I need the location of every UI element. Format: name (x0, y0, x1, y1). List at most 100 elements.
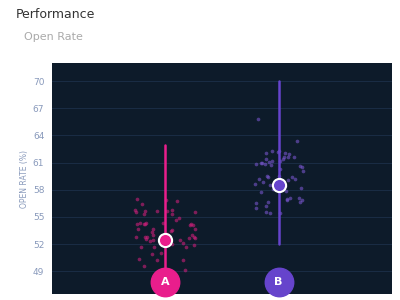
Point (294, 138, 301, 143)
Point (158, 250, 164, 255)
Point (253, 162, 260, 167)
Point (154, 208, 160, 213)
Text: B: B (274, 277, 283, 287)
Point (142, 222, 148, 226)
Point (150, 232, 156, 237)
Point (172, 218, 179, 223)
Point (269, 158, 275, 163)
Point (286, 152, 292, 156)
Point (168, 228, 175, 233)
Point (168, 242, 175, 247)
Point (298, 164, 305, 169)
Point (149, 252, 155, 257)
Point (276, 148, 282, 153)
Point (158, 238, 165, 243)
Text: Open Rate: Open Rate (24, 32, 83, 41)
Point (278, 177, 285, 182)
Point (138, 244, 144, 249)
Point (284, 177, 291, 182)
Point (269, 149, 275, 154)
Text: Performance: Performance (16, 8, 95, 20)
Point (298, 186, 304, 190)
Point (133, 235, 140, 240)
Point (164, 209, 170, 214)
Point (260, 179, 266, 184)
Point (266, 159, 272, 164)
Point (283, 189, 289, 194)
Point (266, 210, 273, 215)
Point (154, 258, 160, 262)
Point (143, 221, 150, 226)
Point (151, 244, 158, 249)
Point (282, 151, 288, 156)
Point (265, 174, 271, 179)
Point (168, 207, 175, 212)
Point (147, 239, 153, 244)
Point (136, 256, 142, 261)
Point (191, 242, 197, 247)
Point (270, 186, 276, 191)
Point (263, 157, 269, 162)
Point (191, 234, 197, 239)
Point (180, 257, 186, 262)
Point (182, 268, 188, 273)
Point (288, 175, 295, 180)
Point (162, 280, 168, 285)
Y-axis label: OPEN RATE (%): OPEN RATE (%) (20, 149, 29, 208)
Point (275, 150, 281, 154)
Point (149, 230, 155, 234)
Point (144, 234, 150, 239)
Point (275, 173, 282, 178)
Point (252, 206, 259, 211)
Point (281, 154, 287, 159)
Point (169, 274, 175, 278)
Point (169, 212, 176, 217)
Text: A: A (161, 277, 170, 287)
Point (284, 198, 290, 203)
Point (150, 238, 156, 242)
Point (262, 204, 269, 209)
Point (297, 164, 303, 169)
Point (177, 237, 183, 242)
Point (284, 197, 290, 202)
Point (282, 184, 288, 189)
Point (263, 151, 270, 156)
Point (162, 238, 168, 243)
Point (276, 211, 283, 216)
Point (192, 236, 198, 241)
Point (136, 221, 143, 226)
Point (139, 201, 146, 206)
Point (296, 195, 302, 200)
Point (277, 166, 284, 171)
Point (159, 221, 166, 226)
Point (142, 235, 148, 239)
Point (256, 176, 262, 181)
Point (263, 173, 270, 178)
Point (276, 183, 282, 188)
Point (297, 199, 304, 204)
Point (251, 182, 258, 186)
Point (134, 226, 141, 231)
Point (192, 226, 198, 231)
Point (285, 155, 291, 160)
Point (287, 196, 293, 201)
Point (180, 241, 187, 246)
Point (276, 280, 282, 285)
Point (258, 161, 264, 166)
Point (192, 210, 198, 214)
Point (252, 200, 259, 205)
Point (143, 237, 149, 242)
Point (259, 161, 266, 166)
Point (165, 242, 172, 247)
Point (268, 162, 274, 167)
Point (190, 222, 196, 227)
Point (262, 162, 268, 167)
Point (133, 197, 140, 202)
Point (189, 233, 195, 238)
Point (141, 212, 148, 217)
Point (257, 190, 264, 195)
Point (132, 208, 138, 212)
Point (264, 200, 271, 205)
Point (140, 221, 147, 226)
Point (168, 229, 174, 234)
